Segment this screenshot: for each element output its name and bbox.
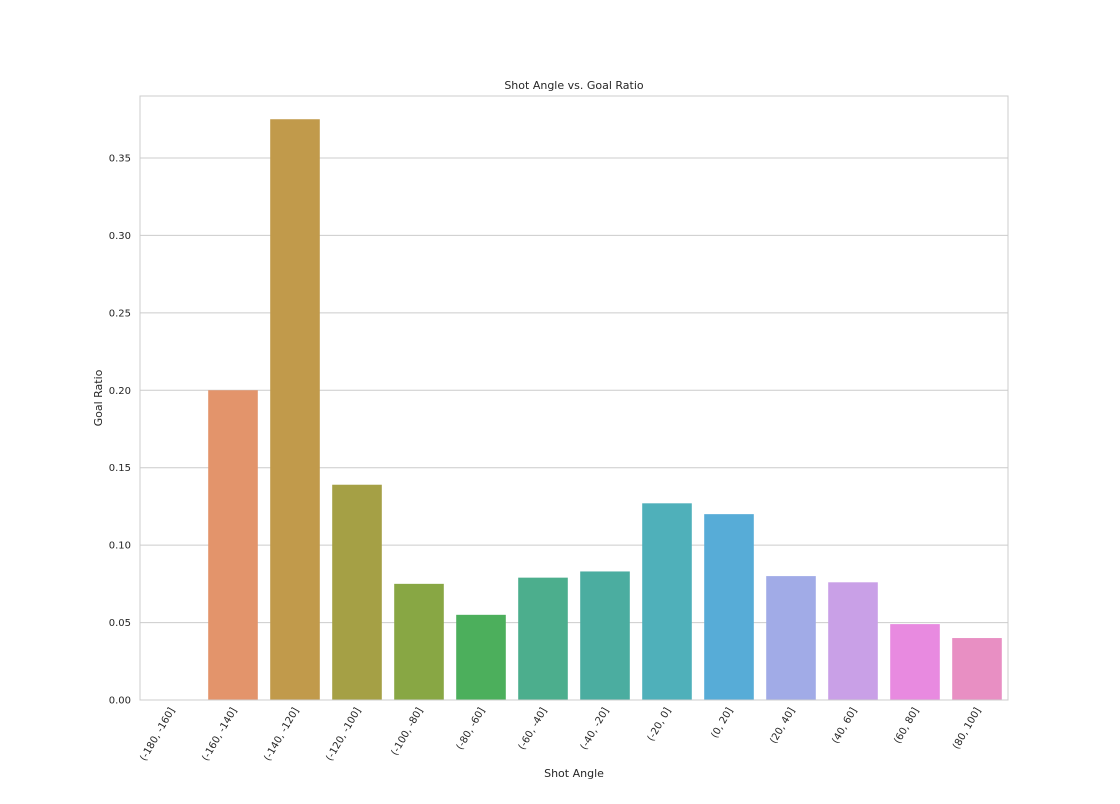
- bar: [580, 571, 630, 700]
- bar: [890, 624, 940, 700]
- bar: [270, 119, 320, 700]
- y-tick-label: 0.15: [109, 463, 131, 474]
- y-tick-label: 0.00: [109, 696, 131, 707]
- bar: [766, 576, 816, 700]
- bar: [952, 638, 1002, 700]
- bars: [208, 119, 1002, 700]
- plot-frame: [139, 95, 1009, 701]
- y-tick-label: 0.35: [109, 153, 131, 164]
- bar: [456, 614, 506, 700]
- y-tick-label: 0.05: [109, 618, 131, 629]
- bar: [332, 484, 382, 700]
- bar: [828, 582, 878, 700]
- chart-title: Shot Angle vs. Goal Ratio: [504, 79, 644, 92]
- y-tick-labels: 0.00 0.05 0.10 0.15 0.20 0.25 0.30 0.35: [109, 153, 131, 706]
- bar: [518, 577, 568, 700]
- y-tick-label: 0.10: [109, 541, 131, 552]
- bar: [208, 390, 258, 700]
- bar: [642, 503, 692, 700]
- bar: [704, 514, 754, 700]
- y-tick-label: 0.30: [109, 231, 131, 242]
- bar: [394, 583, 444, 700]
- x-axis-label: Shot Angle: [544, 767, 604, 780]
- y-tick-label: 0.25: [109, 308, 131, 319]
- y-axis-label: Goal Ratio: [92, 369, 105, 426]
- y-tick-label: 0.20: [109, 386, 131, 397]
